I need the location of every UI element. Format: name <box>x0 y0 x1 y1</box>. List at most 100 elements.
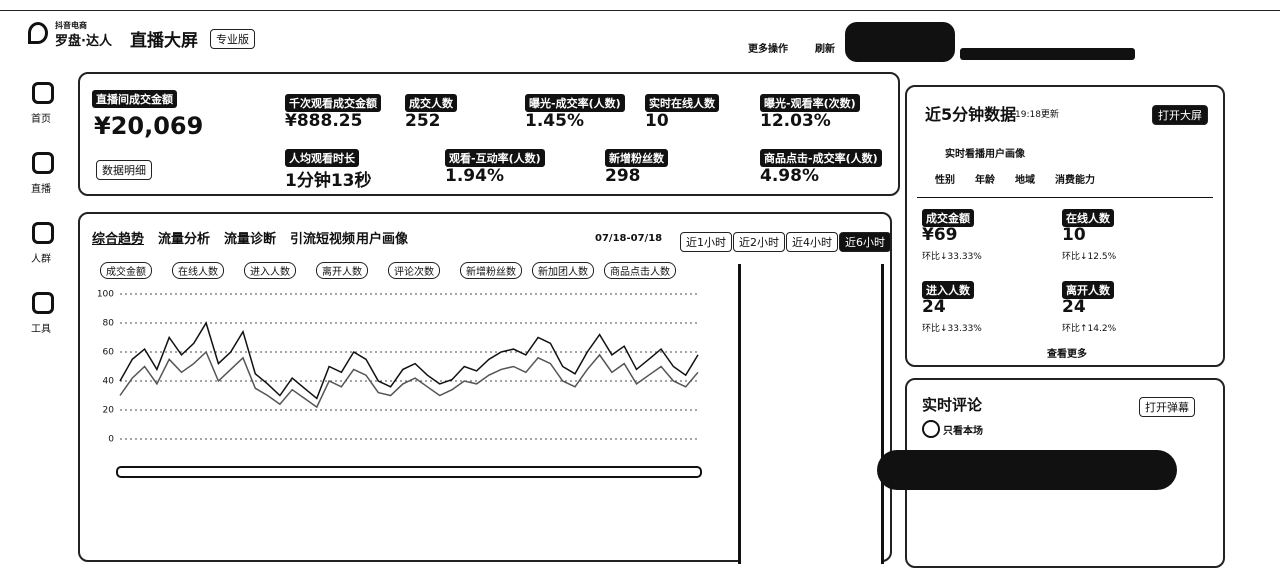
nav-label[interactable]: 工具 <box>31 324 51 335</box>
metric-value: 12.03% <box>760 111 831 131</box>
metric-label: 千次观看成交金额 <box>285 94 381 112</box>
y-tick-label: 40 <box>103 377 115 387</box>
metric-label: 曝光-观看率(次数) <box>760 94 860 112</box>
range-button[interactable]: 近4小时 <box>786 232 838 252</box>
nav-icon[interactable] <box>32 82 54 104</box>
portrait-title: 实时看播用户画像 <box>945 149 1025 160</box>
metric-value: 1.45% <box>525 111 584 131</box>
nav-label[interactable]: 首页 <box>31 114 51 125</box>
legend-chip[interactable]: 进入人数 <box>244 262 296 279</box>
trend-tab[interactable]: 流量诊断 <box>224 232 277 247</box>
legend-chip[interactable]: 在线人数 <box>172 262 224 279</box>
item-label: 在线人数 <box>1062 209 1114 227</box>
trend-chart: 0 20 40 60 80 100 <box>98 290 699 445</box>
item-label: 成交金额 <box>922 209 974 227</box>
metrics-card: 直播间成交金额 ¥20,069 数据明细 千次观看成交金额 ¥888.25 成交人数 252… <box>78 72 900 196</box>
item-value: 10 <box>1062 225 1086 245</box>
legend-chip[interactable]: 离开人数 <box>316 262 368 279</box>
updated: 19:18更新 <box>1015 110 1059 120</box>
brand-sub: 抖音电商 <box>55 21 87 30</box>
redacted <box>877 450 1177 490</box>
overlay <box>738 264 884 564</box>
metric-label: 新增粉丝数 <box>605 149 668 167</box>
metric-value: 298 <box>605 166 641 186</box>
item-label: 进入人数 <box>922 281 974 299</box>
range-button[interactable]: 近2小时 <box>733 232 785 252</box>
y-tick-label: 80 <box>103 319 115 329</box>
redacted <box>960 48 1135 60</box>
range-button[interactable]: 近6小时 <box>839 232 891 252</box>
nav-icon[interactable] <box>32 152 54 174</box>
metric-label: 商品点击-成交率(人数) <box>760 149 882 167</box>
legend-chip[interactable]: 评论次数 <box>388 262 440 279</box>
nav-label[interactable]: 人群 <box>31 254 51 265</box>
more-link[interactable]: 查看更多 <box>1047 349 1087 360</box>
page-title: 直播大屏 <box>130 31 198 51</box>
metric-value: 1分钟13秒 <box>285 171 372 191</box>
legend-chip[interactable]: 新增粉丝数 <box>460 262 522 279</box>
metric-label: 实时在线人数 <box>645 94 719 112</box>
redacted <box>845 22 955 62</box>
trend-tab[interactable]: 综合趋势 <box>92 232 145 247</box>
five-min-panel: 近5分钟数据 19:18更新 打开大屏实时看播用户画像性别 年龄 地域 消费能力成交金额 ¥… <box>905 85 1225 367</box>
detail-button[interactable]: 数据明细 <box>96 160 152 180</box>
y-tick-label: 20 <box>103 406 115 416</box>
nav-icon[interactable] <box>32 292 54 314</box>
range-button[interactable]: 近1小时 <box>680 232 732 252</box>
metric-value: 10 <box>645 111 669 131</box>
item-value: 24 <box>922 297 946 317</box>
item-change: 环比↓33.33% <box>922 324 982 334</box>
trend-tab[interactable]: 用户画像 <box>356 232 409 247</box>
metric-label: 人均观看时长 <box>285 149 359 167</box>
item-value: 24 <box>1062 297 1086 317</box>
only-this: 只看本场 <box>943 426 983 437</box>
panel-title: 实时评论 <box>922 396 983 414</box>
brand: 罗盘·达人 <box>55 34 112 49</box>
nav-label[interactable]: 直播 <box>31 184 51 195</box>
trend-tab[interactable]: 流量分析 <box>158 232 211 247</box>
trend-tab[interactable]: 引流短视频 <box>290 232 356 247</box>
metric-value: ¥888.25 <box>285 111 363 131</box>
legend-chip[interactable]: 成交金额 <box>100 262 152 279</box>
item-change: 环比↓12.5% <box>1062 252 1117 262</box>
trend-panel: 综合趋势 流量分析 流量诊断 引流短视频 用户画像 07/18-07/18 近1小时 近2小时… <box>78 212 892 564</box>
metric-label: 曝光-成交率(人数) <box>525 94 625 112</box>
edition[interactable]: 专业版 <box>210 29 255 49</box>
open-screen[interactable]: 打开大屏 <box>1152 105 1208 125</box>
metric-value: 4.98% <box>760 166 819 186</box>
item-label: 离开人数 <box>1062 281 1114 299</box>
toggle[interactable] <box>922 420 940 438</box>
item-value: ¥69 <box>922 225 958 245</box>
y-tick-label: 100 <box>98 290 114 300</box>
comments-panel: 实时评论 打开弹幕只看本场 <box>877 378 1225 568</box>
refresh-button[interactable]: 刷新 <box>815 44 835 55</box>
item-change: 环比↑14.2% <box>1062 324 1117 334</box>
y-tick-label: 60 <box>103 348 115 358</box>
date-range: 07/18-07/18 <box>595 233 663 244</box>
series-line <box>119 321 699 400</box>
series-line <box>119 350 699 409</box>
core-value: ¥20,069 <box>94 112 204 140</box>
panel-title: 近5分钟数据 <box>925 105 1017 124</box>
metric-label: 成交人数 <box>405 94 457 112</box>
metric-value: 1.94% <box>445 166 504 186</box>
y-tick-label: 0 <box>108 435 114 445</box>
logo <box>28 22 48 44</box>
slider <box>116 466 702 478</box>
legend-chip[interactable]: 新加团人数 <box>532 262 594 279</box>
portrait-filter[interactable]: 性别 <box>935 175 955 186</box>
more-button[interactable]: 更多操作 <box>748 44 788 55</box>
portrait-filter[interactable]: 年龄 <box>975 175 995 186</box>
portrait-filter[interactable]: 消费能力 <box>1055 175 1095 186</box>
nav-icon[interactable] <box>32 222 54 244</box>
portrait-filter[interactable]: 地域 <box>1015 175 1035 186</box>
open-barrage[interactable]: 打开弹幕 <box>1139 397 1195 417</box>
metric-value: 252 <box>405 111 441 131</box>
divider <box>917 197 1213 198</box>
metric-label: 观看-互动率(人数) <box>445 149 545 167</box>
core-label: 直播间成交金额 <box>92 90 177 108</box>
item-change: 环比↓33.33% <box>922 252 982 262</box>
legend-chip[interactable]: 商品点击人数 <box>604 262 676 279</box>
url-bar <box>0 0 1280 11</box>
